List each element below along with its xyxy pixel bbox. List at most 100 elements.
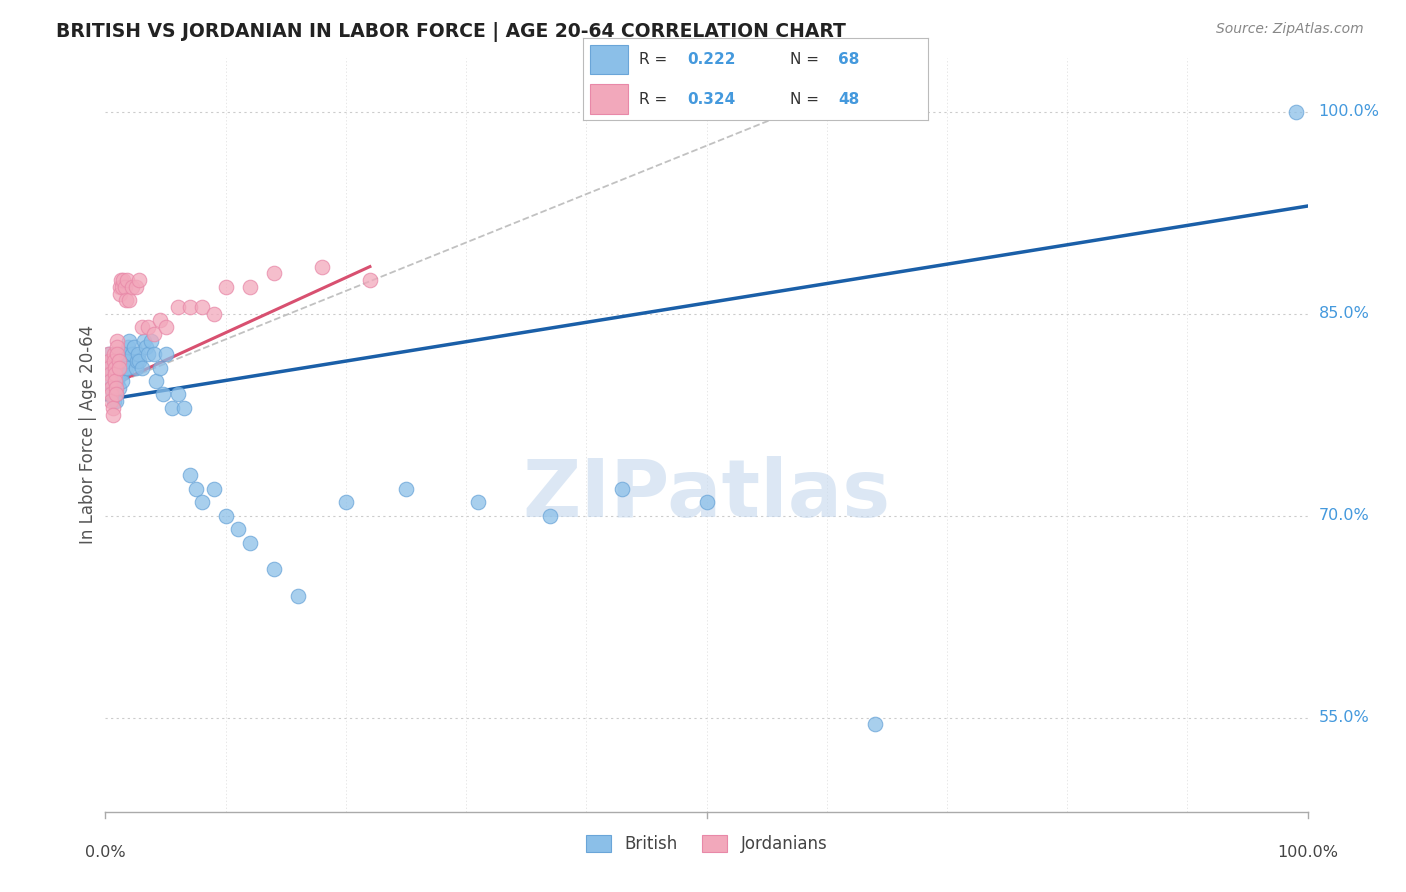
Point [125,354,148,368]
Point [142,326,165,341]
Point [98,360,121,375]
Text: 68: 68 [838,53,860,67]
Point [121,347,143,361]
Point [107,354,129,368]
Point [184,482,207,496]
Point [107,381,129,395]
Text: 70.0%: 70.0% [1319,508,1369,523]
Point [107,368,129,382]
Point [118,334,141,348]
Point [155,320,177,334]
Point [101,401,124,415]
Point [135,340,157,354]
Point [104,368,127,382]
Point [214,508,236,523]
Point [155,347,177,361]
Point [104,381,127,395]
Point [239,535,262,549]
Point [101,387,124,401]
Point [101,408,124,422]
Point [100,387,122,401]
Text: ZIPatlas: ZIPatlas [523,456,890,534]
Point [124,280,146,294]
Point [108,347,131,361]
Point [108,286,131,301]
Point [98,347,121,361]
Point [112,354,135,368]
Point [538,508,561,523]
Text: 48: 48 [838,92,859,106]
Point [107,360,129,375]
Text: 85.0%: 85.0% [1319,306,1369,321]
Point [105,394,128,409]
Point [132,334,155,348]
Point [226,522,249,536]
Point [118,293,141,308]
FancyBboxPatch shape [591,85,628,114]
Point [104,368,127,382]
Point [108,354,131,368]
Point [100,381,122,395]
Point [612,482,634,496]
Point [107,347,129,361]
Point [103,394,125,409]
Point [97,347,120,361]
Point [114,354,136,368]
Point [115,360,138,375]
Point [148,360,170,375]
Point [467,495,489,509]
Point [131,360,153,375]
Text: 100.0%: 100.0% [1277,846,1339,861]
Point [105,381,128,395]
Point [179,468,201,483]
Point [202,482,225,496]
Point [104,374,127,388]
Point [173,401,195,415]
Point [311,260,333,274]
Text: Source: ZipAtlas.com: Source: ZipAtlas.com [1216,22,1364,37]
Point [110,360,132,375]
Point [98,374,121,388]
Point [111,374,134,388]
Point [110,368,132,382]
Point [128,273,150,287]
Point [148,313,170,327]
Point [263,562,285,576]
Point [98,354,121,368]
Point [107,374,129,388]
Point [287,590,309,604]
Point [103,354,125,368]
Point [190,495,212,509]
Point [100,381,122,395]
Point [124,360,146,375]
Point [115,293,138,308]
FancyBboxPatch shape [591,45,628,74]
Point [145,374,167,388]
Point [105,387,128,401]
Point [100,374,122,388]
Point [112,347,135,361]
Point [335,495,357,509]
Point [202,307,225,321]
Point [107,360,129,375]
Point [239,280,262,294]
Text: N =: N = [790,53,824,67]
Text: R =: R = [638,92,672,106]
Point [100,394,122,409]
Point [142,347,165,361]
Point [359,273,381,287]
Point [115,347,138,361]
Point [103,360,125,375]
Point [117,340,139,354]
Point [166,387,188,401]
Point [115,354,138,368]
Point [98,360,121,375]
Point [139,334,162,348]
Text: 55.0%: 55.0% [1319,710,1369,725]
Point [107,334,129,348]
Y-axis label: In Labor Force | Age 20-64: In Labor Force | Age 20-64 [79,326,97,544]
Point [263,266,285,280]
Point [114,280,136,294]
Text: BRITISH VS JORDANIAN IN LABOR FORCE | AGE 20-64 CORRELATION CHART: BRITISH VS JORDANIAN IN LABOR FORCE | AG… [56,22,846,42]
Point [107,340,129,354]
